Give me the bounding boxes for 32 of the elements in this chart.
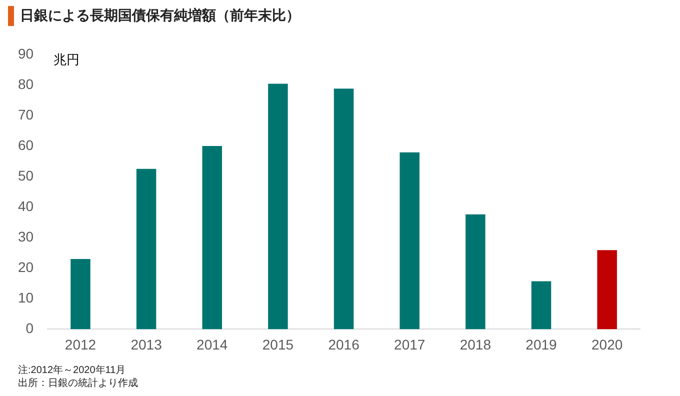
text: 出所：日銀の統計より作成 <box>18 377 138 390</box>
x-tick-label: 2012 <box>64 336 96 352</box>
y-tick-label: 50 <box>18 167 34 184</box>
bar <box>268 84 288 330</box>
x-tick-label: 2013 <box>130 336 162 352</box>
bar <box>136 168 156 330</box>
x-tick-label: 2017 <box>394 336 426 352</box>
bar <box>334 88 354 330</box>
y-tick-label: 40 <box>18 198 34 214</box>
bar <box>597 250 617 330</box>
y-tick-label: 90 <box>18 45 34 62</box>
y-tick-label: 0 <box>26 320 34 336</box>
x-tick-label: 2019 <box>526 336 558 352</box>
y-tick-label: 60 <box>18 136 34 153</box>
x-tick-label: 2020 <box>592 336 623 352</box>
bar <box>202 146 222 330</box>
bar <box>466 214 486 330</box>
chart-title: 日銀による長期国債保有純増額（前年末比） <box>20 7 300 25</box>
x-tick-label: 2014 <box>196 336 228 352</box>
x-tick-label: 2016 <box>328 336 360 352</box>
bar <box>531 281 552 330</box>
y-tick-label: 80 <box>18 76 34 92</box>
y-tick-label: 10 <box>18 290 34 306</box>
y-tick-label: 30 <box>18 228 34 244</box>
bar <box>400 152 420 330</box>
y-tick-label: 20 <box>18 258 34 275</box>
x-tick-label: 2018 <box>460 336 492 352</box>
bar <box>70 258 90 330</box>
y-axis-title: 兆円 <box>54 52 80 67</box>
y-tick-label: 70 <box>18 106 34 122</box>
x-tick-label: 2015 <box>262 336 294 352</box>
text: 注:2012年～2020年11月 <box>18 364 127 377</box>
